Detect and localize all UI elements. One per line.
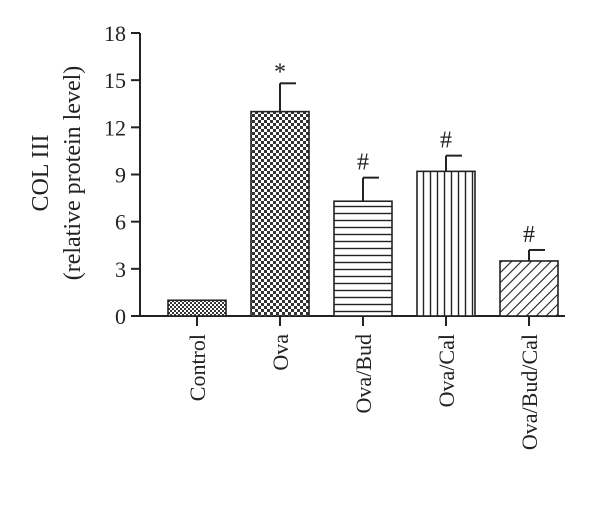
x-tick-label: Ova/Bud/Cal — [517, 334, 542, 450]
y-tick-label: 6 — [115, 210, 126, 235]
bar-ova-cal — [416, 170, 476, 317]
y-axis-label-line1: COL III — [28, 134, 54, 211]
x-tick-label: Ova/Bud — [351, 334, 376, 413]
annotations: * # # # — [274, 59, 535, 248]
error-bar — [279, 82, 296, 112]
x-tick-label: Control — [185, 334, 210, 401]
y-tick-label: 9 — [115, 163, 126, 188]
x-ticks: Control Ova Ova/Bud Ova/Cal Ova/Bud/Cal — [185, 316, 542, 450]
error-bars — [279, 82, 545, 261]
y-axis-label-line2: (relative protein level) — [60, 66, 86, 281]
significance-marker: * — [274, 59, 286, 85]
y-tick-label: 18 — [104, 21, 126, 46]
error-bar — [362, 176, 379, 202]
error-bar — [528, 248, 545, 261]
bar-control — [167, 299, 227, 317]
bar-ova-bud-cal — [499, 260, 559, 317]
significance-marker: # — [523, 222, 535, 248]
error-bar — [445, 154, 462, 172]
y-tick-label: 12 — [104, 115, 126, 140]
bar-ova-bud — [333, 200, 393, 317]
bars — [167, 110, 559, 317]
y-tick-label: 3 — [115, 257, 126, 282]
y-ticks: 0 3 6 9 12 15 18 — [104, 21, 140, 329]
y-tick-label: 0 — [115, 304, 126, 329]
significance-marker: # — [440, 128, 452, 154]
y-tick-label: 15 — [104, 68, 126, 93]
x-tick-label: Ova — [268, 334, 293, 371]
significance-marker: # — [357, 150, 369, 176]
x-tick-label: Ova/Cal — [434, 334, 459, 407]
bar-ova — [250, 110, 310, 317]
y-axis-label: COL III (relative protein level) — [28, 66, 86, 281]
